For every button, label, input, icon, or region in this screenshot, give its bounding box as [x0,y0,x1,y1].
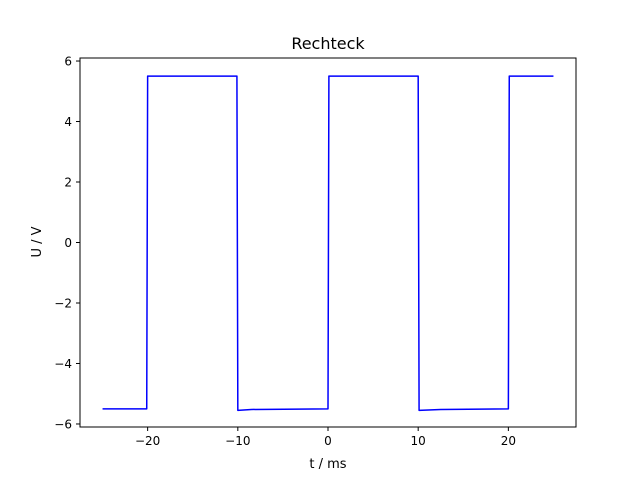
x-tick-label: 20 [501,434,516,448]
y-tick-label: 2 [64,176,72,190]
x-axis-ticks: −20 −10 0 10 20 [135,427,516,448]
x-axis-label: t / ms [309,457,346,472]
y-axis-ticks: −6 −4 −2 0 2 4 6 [54,55,80,431]
x-tick-label: 0 [324,434,332,448]
x-tick-label: −20 [135,434,160,448]
y-tick-label: 4 [64,115,72,129]
y-tick-label: 6 [64,55,72,69]
y-tick-label: −4 [54,357,72,371]
y-tick-label: −2 [54,296,72,310]
y-axis-label: U / V [30,226,45,257]
x-tick-label: −10 [225,434,250,448]
series-line-1 [102,75,554,412]
y-tick-label: −6 [54,417,72,431]
chart-title: Rechteck [291,34,365,53]
y-tick-label: 0 [64,236,72,250]
x-tick-label: 10 [411,434,426,448]
plot-series [102,75,554,412]
